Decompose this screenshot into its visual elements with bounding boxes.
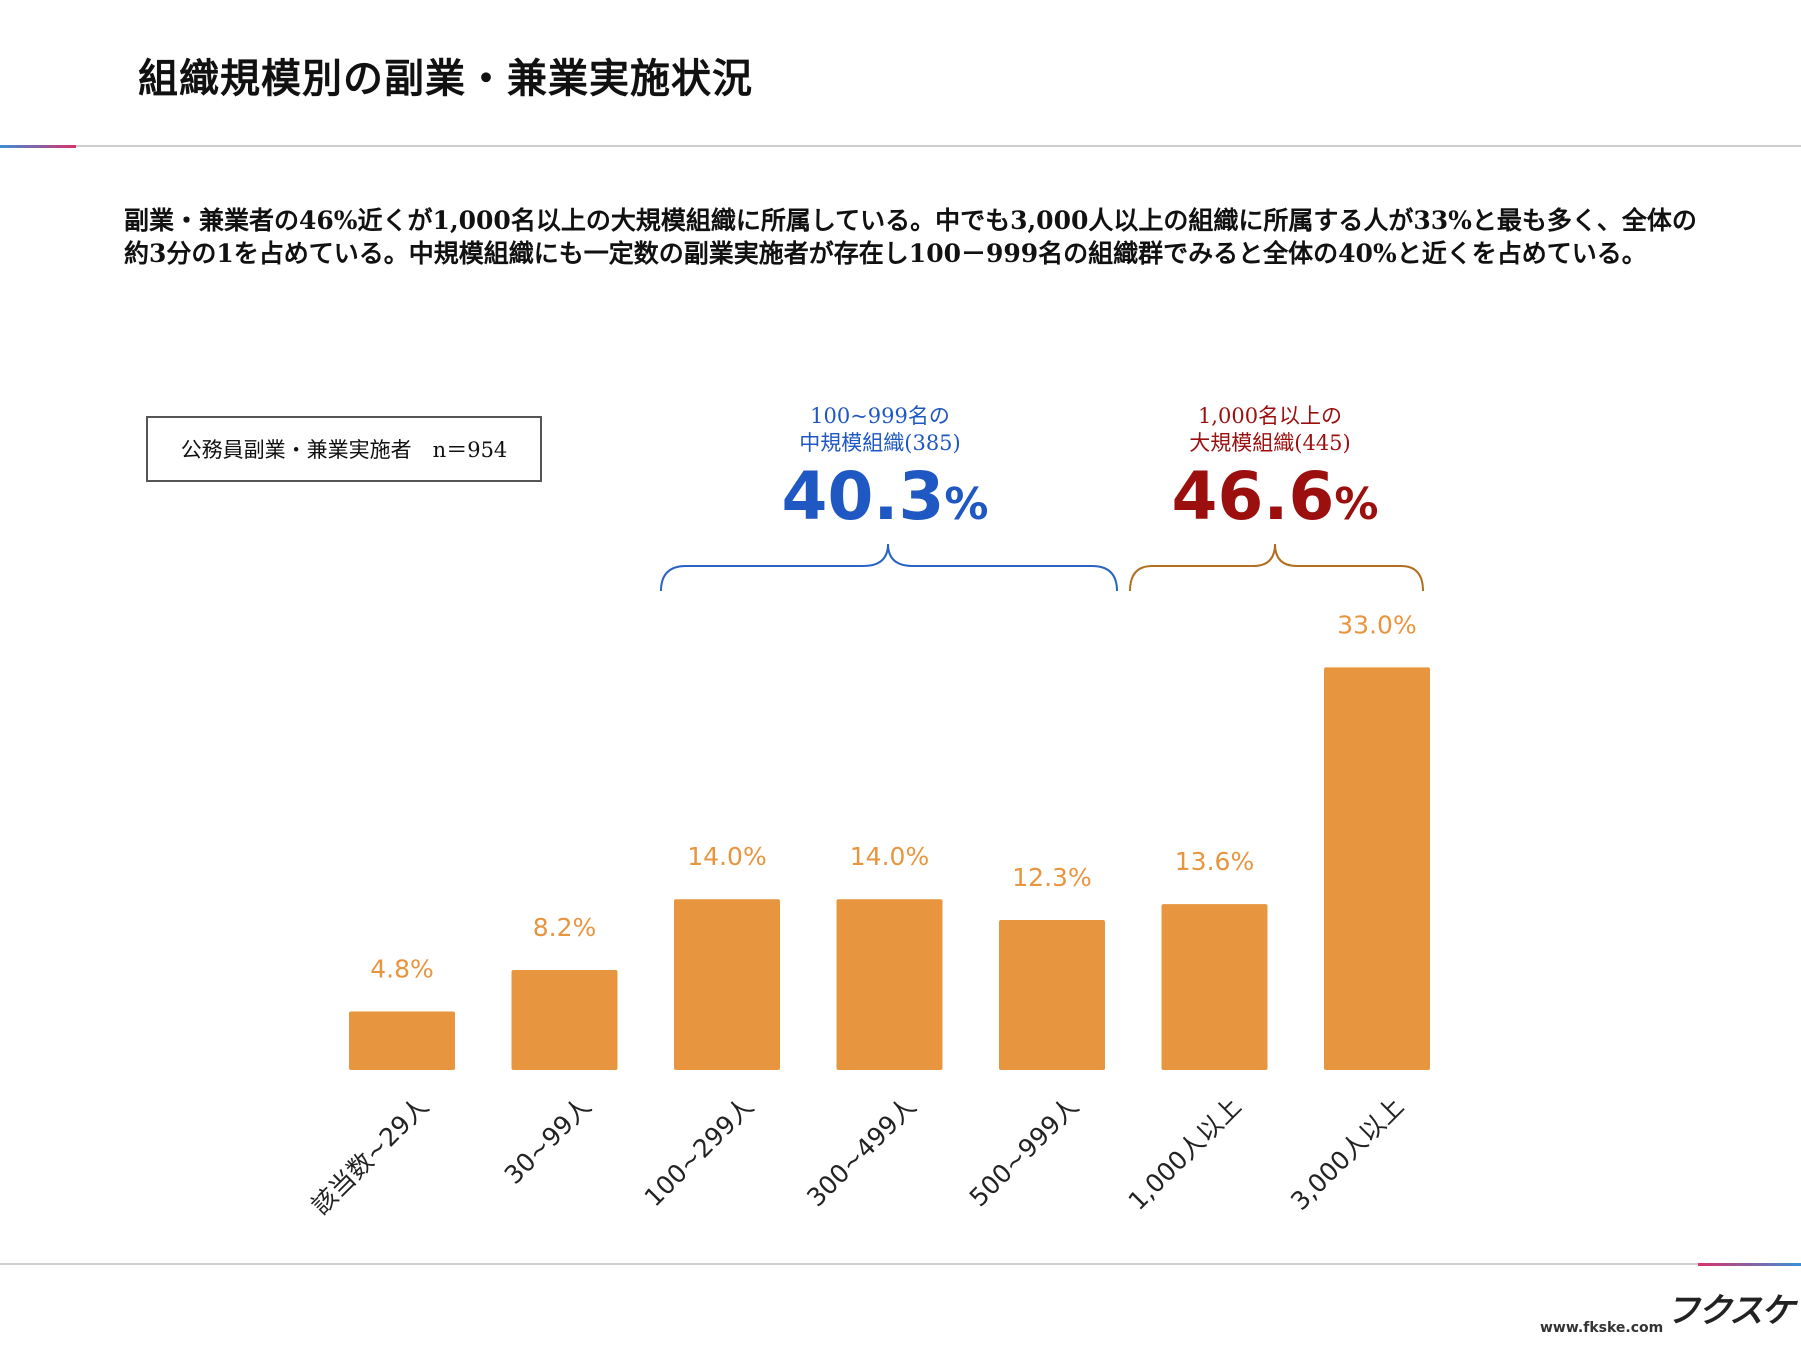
bar-0 bbox=[349, 1011, 455, 1070]
bar-value-label-4: 12.3% bbox=[1012, 863, 1091, 892]
bar-4 bbox=[999, 919, 1105, 1070]
header-accent bbox=[0, 145, 76, 148]
mid-group-line1: 100~999名の bbox=[810, 404, 950, 428]
footer-divider bbox=[0, 1263, 1801, 1265]
page-title: 組織規模別の副業・兼業実施状況 bbox=[138, 55, 753, 102]
header-divider bbox=[0, 145, 1801, 147]
category-label-6: 3,000人以上 bbox=[1285, 1092, 1409, 1216]
bar-2 bbox=[674, 899, 780, 1070]
mid-group-brace bbox=[660, 543, 1118, 592]
large-group-label: 1,000名以上の 大規模組織(445) bbox=[1110, 403, 1430, 457]
bar-5 bbox=[1161, 904, 1268, 1070]
bar-3 bbox=[836, 899, 943, 1070]
category-label-4: 500~999人 bbox=[964, 1092, 1084, 1212]
bar-6 bbox=[1324, 667, 1430, 1070]
mid-group-percent-value: 40.3 bbox=[781, 458, 945, 535]
large-group-percent-sign: % bbox=[1334, 479, 1379, 530]
bar-1 bbox=[511, 969, 618, 1070]
summary-text: 副業・兼業者の46%近くが1,000名以上の大規模組織に所属している。中でも3,… bbox=[124, 206, 1697, 268]
category-label-2: 100~299人 bbox=[639, 1092, 759, 1212]
mid-group-percent-sign: % bbox=[944, 479, 989, 530]
bar-value-label-3: 14.0% bbox=[850, 842, 929, 871]
large-group-percent: 46.6% bbox=[1110, 458, 1440, 535]
category-label-0: 該当数~29人 bbox=[306, 1092, 435, 1221]
bar-value-label-1: 8.2% bbox=[533, 913, 597, 942]
bar-value-label-6: 33.0% bbox=[1337, 610, 1416, 639]
footer-accent bbox=[1698, 1263, 1801, 1266]
brand-logo: フクスケ bbox=[1666, 1291, 1795, 1331]
category-label-5: 1,000人以上 bbox=[1123, 1092, 1247, 1216]
bar-value-label-5: 13.6% bbox=[1175, 847, 1254, 876]
bar-value-label-2: 14.0% bbox=[687, 842, 766, 871]
mid-group-line2: 中規模組織(385) bbox=[799, 431, 961, 455]
large-group-line1: 1,000名以上の bbox=[1197, 404, 1343, 428]
large-group-brace bbox=[1129, 543, 1424, 592]
mid-group-label: 100~999名の 中規模組織(385) bbox=[720, 403, 1040, 457]
category-label-3: 300~499人 bbox=[801, 1092, 921, 1212]
sample-size-box: 公務員副業・兼業実施者 n＝954 bbox=[146, 416, 542, 482]
large-group-percent-value: 46.6 bbox=[1171, 458, 1335, 535]
large-group-line2: 大規模組織(445) bbox=[1189, 431, 1351, 455]
mid-group-percent: 40.3% bbox=[720, 458, 1050, 535]
footer-url[interactable]: www.fkske.com bbox=[1540, 1320, 1664, 1336]
category-label-1: 30~99人 bbox=[499, 1092, 597, 1190]
bar-value-label-0: 4.8% bbox=[370, 954, 434, 983]
